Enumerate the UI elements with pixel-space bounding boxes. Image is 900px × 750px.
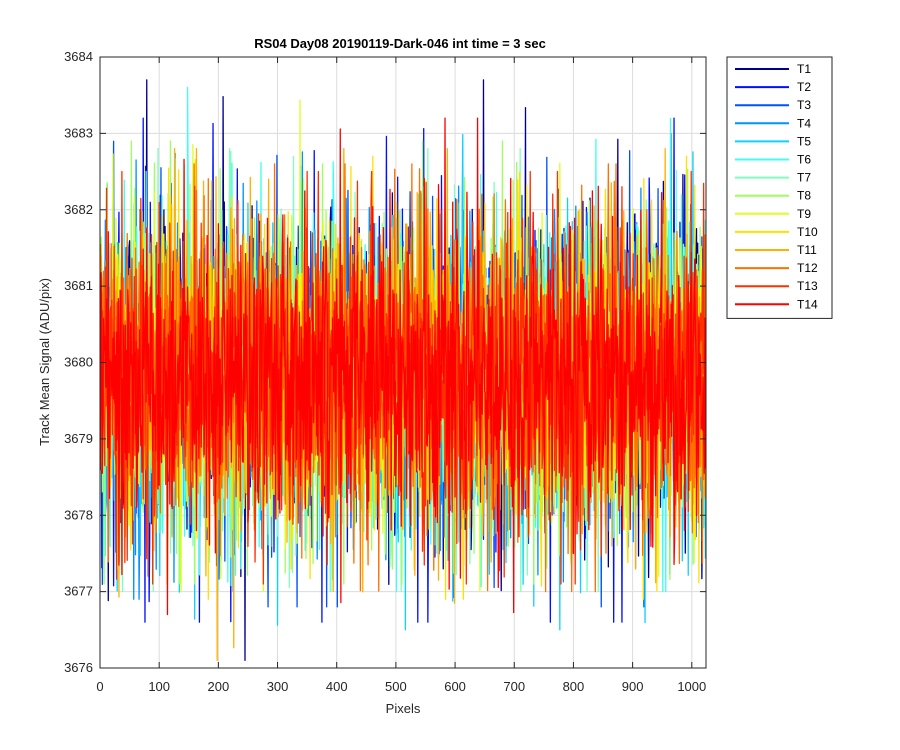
x-tick-label: 300 xyxy=(267,679,289,694)
y-tick-label: 3681 xyxy=(64,278,93,293)
x-axis-label: Pixels xyxy=(386,701,421,716)
legend-label-t13: T13 xyxy=(797,279,818,293)
series-lines xyxy=(100,79,706,662)
x-tick-label: 600 xyxy=(444,679,466,694)
y-tick-label: 3676 xyxy=(64,660,93,675)
x-tick-label: 800 xyxy=(563,679,585,694)
x-tick-label: 400 xyxy=(326,679,348,694)
legend-label-t1: T1 xyxy=(797,62,811,76)
series-line-t14 xyxy=(100,117,706,616)
legend: T1 T2 T3 T4 T5 T6 T7 T8 T9 T10 T11 T12 T13 T14 xyxy=(726,56,833,319)
y-tick-label: 3682 xyxy=(64,202,93,217)
x-tick-label: 100 xyxy=(148,679,170,694)
y-axis-label: Track Mean Signal (ADU/pix) xyxy=(37,278,52,446)
y-tick-label: 3684 xyxy=(64,49,93,64)
y-tick-label: 3680 xyxy=(64,355,93,370)
legend-label-t6: T6 xyxy=(797,153,811,167)
legend-label-t7: T7 xyxy=(797,171,811,185)
y-tick-label: 3677 xyxy=(64,584,93,599)
legend-box xyxy=(726,56,833,319)
x-tick-label: 500 xyxy=(385,679,407,694)
axes: 0 100 200 300 400 500 600 700 800 900 1000 3676 3677… xyxy=(64,49,707,694)
legend-label-t4: T4 xyxy=(797,116,811,130)
x-tick-label: 1000 xyxy=(677,679,706,694)
y-tick-label: 3678 xyxy=(64,507,93,522)
legend-label-t8: T8 xyxy=(797,189,811,203)
legend-label-t9: T9 xyxy=(797,207,811,221)
y-tick-label: 3683 xyxy=(64,125,93,140)
legend-label-t2: T2 xyxy=(797,80,811,94)
x-tick-label: 0 xyxy=(96,679,103,694)
legend-label-t14: T14 xyxy=(797,297,818,311)
legend-label-t12: T12 xyxy=(797,261,818,275)
y-tick-label: 3679 xyxy=(64,431,93,446)
legend-label-t10: T10 xyxy=(797,225,818,239)
legend-label-t5: T5 xyxy=(797,134,811,148)
x-tick-label: 900 xyxy=(622,679,644,694)
chart-title: RS04 Day08 20190119-Dark-046 int time = … xyxy=(254,36,546,51)
legend-label-t3: T3 xyxy=(797,98,811,112)
legend-label-t11: T11 xyxy=(797,243,817,257)
x-tick-label: 200 xyxy=(208,679,230,694)
x-tick-label: 700 xyxy=(503,679,525,694)
